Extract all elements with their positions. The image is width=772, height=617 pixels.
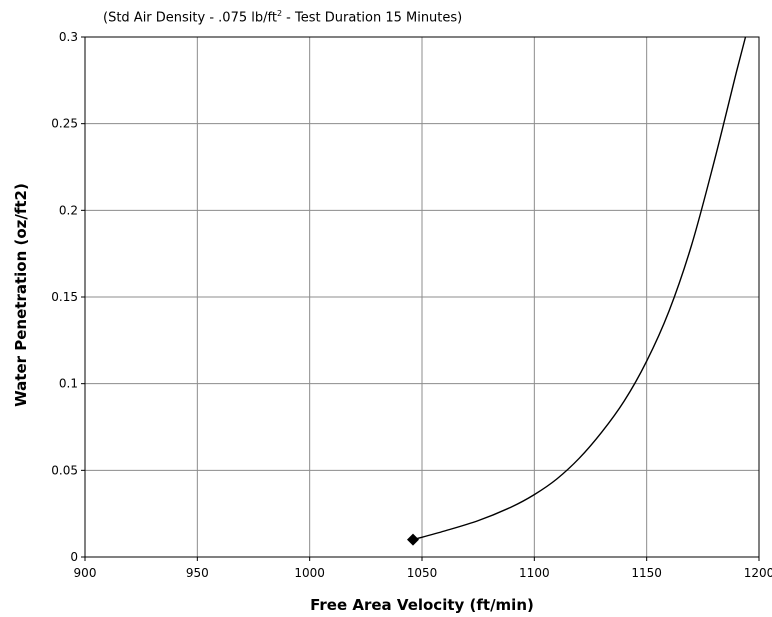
x-tick-label: 1050: [407, 566, 438, 580]
y-tick-label: 0: [70, 550, 78, 564]
x-tick-label: 1100: [519, 566, 550, 580]
x-tick-label: 1150: [631, 566, 662, 580]
x-tick-label: 950: [186, 566, 209, 580]
y-tick-label: 0.2: [59, 203, 78, 217]
series-layer: [407, 36, 747, 546]
subtitle-superscript: 2: [276, 9, 283, 18]
y-axis-label: Water Penetration (oz/ft2): [12, 183, 30, 407]
y-tick-label: 0.3: [59, 30, 78, 44]
y-tick-label: 0.15: [51, 290, 78, 304]
subtitle-prefix: (Std Air Density - .075 lb/ft: [103, 10, 277, 26]
tick-layer: 900 950 1000 1050 1100 1150 1200 0 0.05 0.1 0.15 0.…: [51, 30, 772, 580]
grid-layer: [85, 37, 759, 557]
chart-subtitle: (Std Air Density - .075 lb/ft2 - Test Du…: [103, 9, 462, 25]
x-tick-label: 900: [74, 566, 97, 580]
series-line: [412, 36, 747, 541]
start-point-marker: [407, 533, 420, 546]
x-tick-label: 1000: [294, 566, 325, 580]
y-tick-label: 0.1: [59, 377, 78, 391]
y-tick-label: 0.25: [51, 117, 78, 131]
x-tick-label: 1200: [744, 566, 772, 580]
y-tick-label: 0.05: [51, 463, 78, 477]
subtitle-suffix: - Test Duration 15 Minutes): [282, 10, 463, 26]
x-axis-label: Free Area Velocity (ft/min): [310, 596, 534, 614]
